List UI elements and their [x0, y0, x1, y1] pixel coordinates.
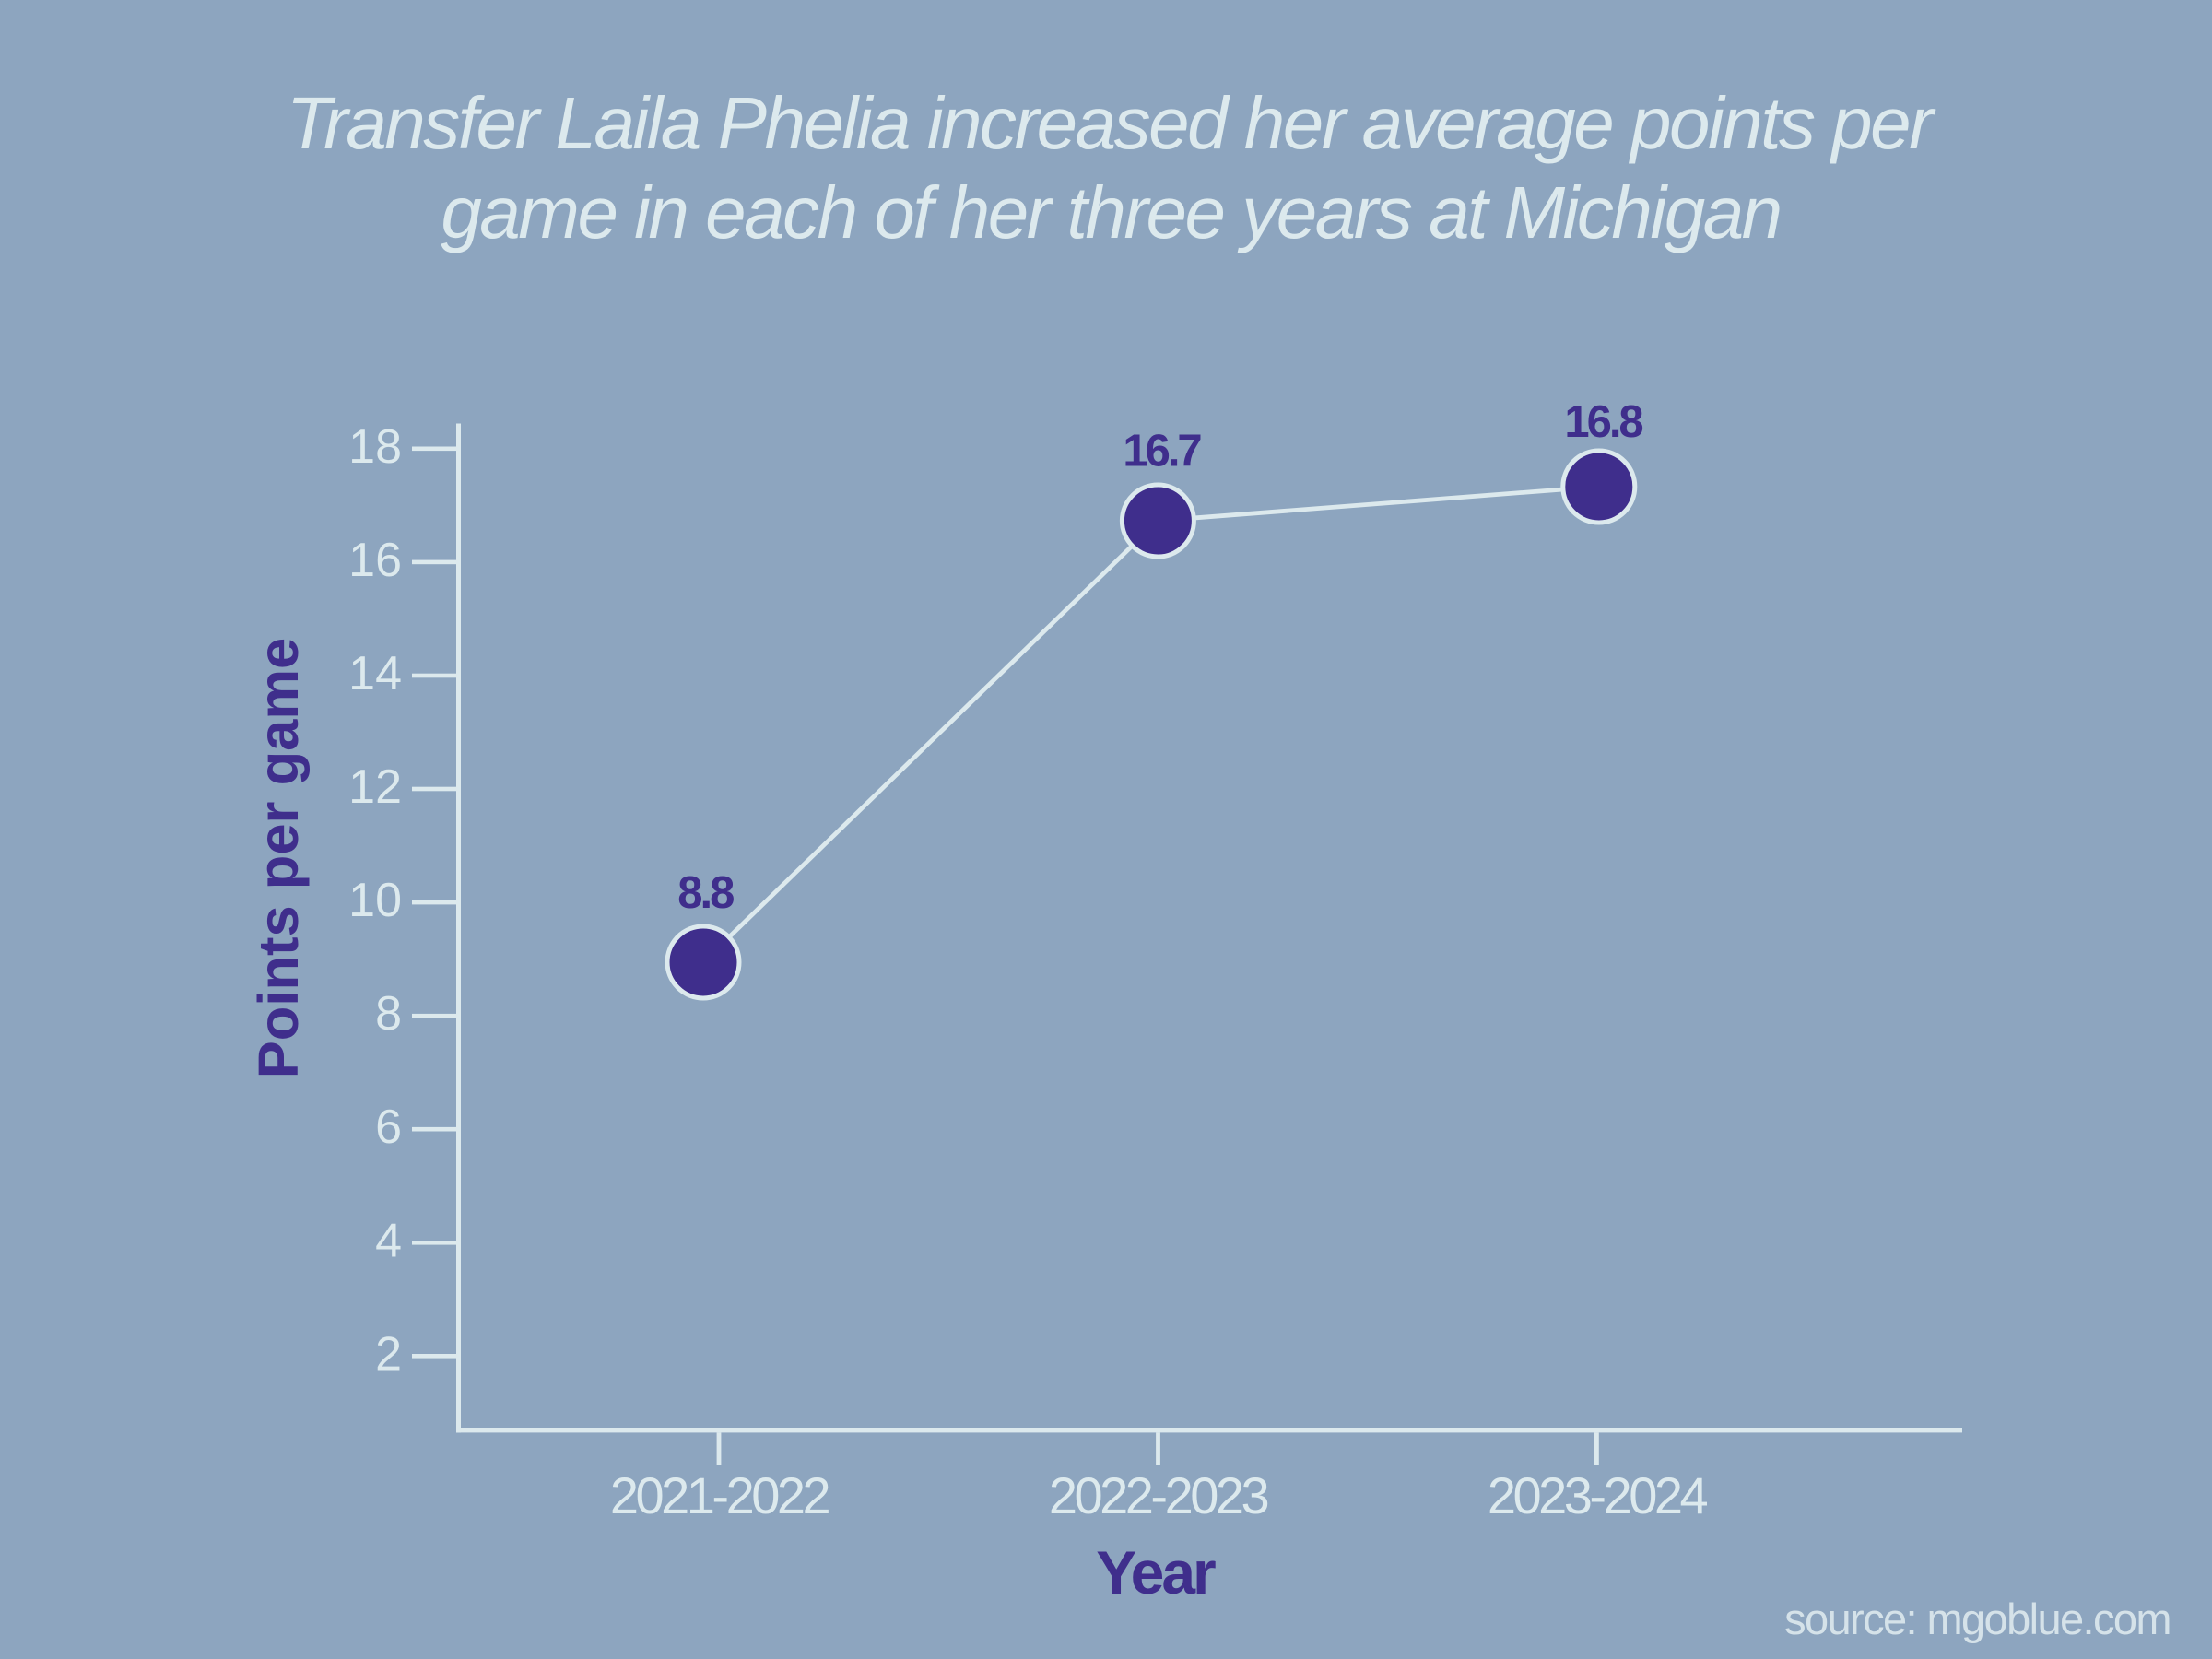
svg-text:Year: Year: [1096, 1538, 1216, 1606]
svg-text:4: 4: [375, 1214, 402, 1267]
svg-text:source: mgoblue.com: source: mgoblue.com: [1784, 1594, 2171, 1643]
svg-text:8.8: 8.8: [677, 868, 734, 918]
svg-text:Points per game: Points per game: [247, 638, 311, 1078]
svg-text:2022-2023: 2022-2023: [1049, 1466, 1268, 1524]
svg-text:8: 8: [375, 987, 402, 1041]
svg-text:16.7: 16.7: [1123, 427, 1201, 477]
svg-text:2021-2022: 2021-2022: [610, 1466, 830, 1524]
svg-text:16: 16: [348, 534, 402, 587]
svg-text:2: 2: [375, 1327, 402, 1381]
svg-text:18: 18: [348, 420, 402, 474]
svg-text:2023-2024: 2023-2024: [1488, 1466, 1708, 1524]
svg-text:6: 6: [375, 1100, 402, 1154]
svg-text:16.8: 16.8: [1564, 397, 1642, 447]
svg-text:game in each of her three year: game in each of her three years at Michi…: [441, 171, 1780, 253]
svg-text:Transfer Laila Phelia increase: Transfer Laila Phelia increased her aver…: [287, 82, 1936, 164]
svg-text:14: 14: [348, 647, 402, 700]
svg-text:10: 10: [348, 874, 402, 927]
svg-text:12: 12: [348, 760, 402, 814]
